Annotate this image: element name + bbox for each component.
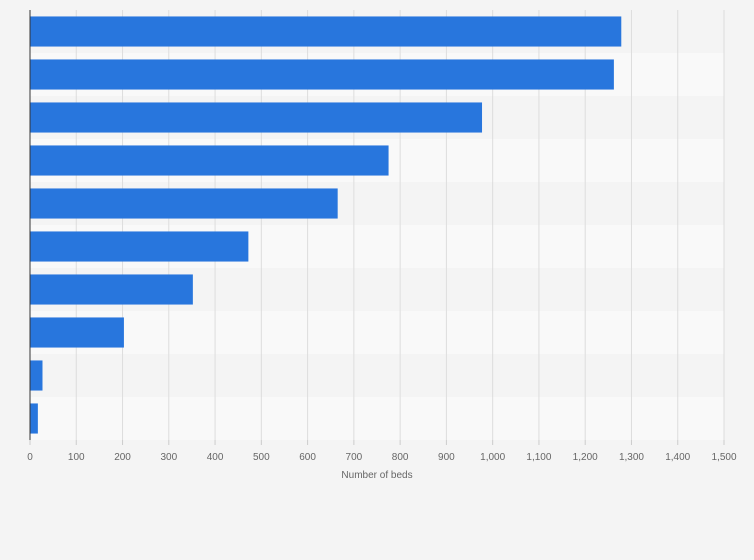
bar[interactable] (30, 16, 622, 47)
x-tick-label: 600 (299, 452, 316, 463)
bar[interactable] (30, 317, 124, 348)
bar[interactable] (30, 59, 614, 90)
row-band (30, 397, 724, 440)
x-tick-label: 900 (438, 452, 455, 463)
bar[interactable] (30, 360, 43, 391)
x-tick-label: 700 (346, 452, 363, 463)
bar[interactable] (30, 403, 38, 434)
row-band (30, 354, 724, 397)
x-tick-label: 300 (160, 452, 177, 463)
row-band (30, 311, 724, 354)
x-tick-label: 100 (68, 452, 85, 463)
x-tick-label: 800 (392, 452, 409, 463)
x-tick-label: 1,200 (573, 452, 598, 463)
x-tick-label: 1,000 (480, 452, 505, 463)
x-tick-label: 1,300 (619, 452, 644, 463)
x-tick-label: 1,400 (665, 452, 690, 463)
bar[interactable] (30, 188, 338, 219)
x-tick-label: 500 (253, 452, 270, 463)
x-axis-title: Number of beds (341, 470, 412, 481)
x-tick-label: 0 (27, 452, 33, 463)
x-axis-ticks: 0 100 200 300 400 500 600 700 800 900 1,000 1,100 1,… (27, 440, 737, 463)
bar[interactable] (30, 102, 483, 133)
x-tick-label: 200 (114, 452, 131, 463)
x-tick-label: 1,500 (711, 452, 736, 463)
bar[interactable] (30, 274, 193, 305)
x-tick-label: 1,100 (526, 452, 551, 463)
x-tick-label: 400 (207, 452, 224, 463)
bars (30, 16, 622, 434)
bar[interactable] (30, 231, 249, 262)
bar[interactable] (30, 145, 389, 176)
